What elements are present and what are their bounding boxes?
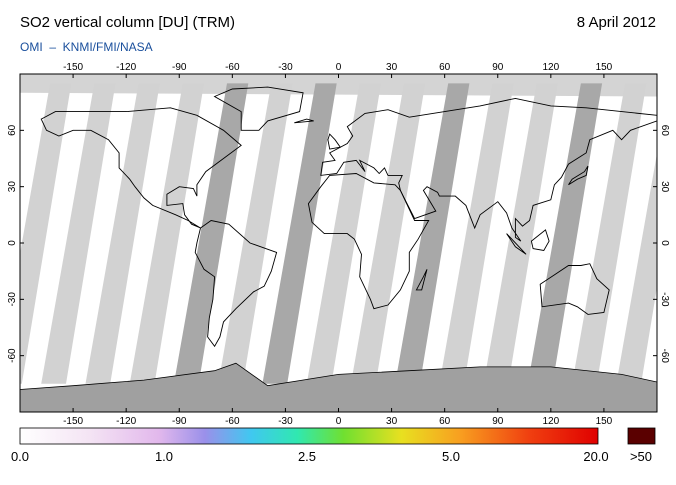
lon-label-top: 0	[336, 62, 342, 73]
lat-label-right: 60	[659, 125, 670, 137]
lon-label-top: -30	[278, 62, 293, 73]
colorbar-label: 5.0	[442, 449, 460, 464]
subtitle: OMI – KNMI/FMI/NASA	[20, 40, 153, 54]
lon-label-bottom: -30	[278, 416, 293, 427]
lon-label-bottom: -90	[172, 416, 187, 427]
lon-label-top: 120	[542, 62, 559, 73]
lat-label-right: 30	[659, 181, 670, 193]
lat-label-left: 0	[7, 240, 18, 246]
lon-label-bottom: 90	[492, 416, 504, 427]
colorbar-label: 1.0	[155, 449, 173, 464]
lon-label-top: 90	[492, 62, 504, 73]
lon-label-bottom: 60	[439, 416, 451, 427]
lat-label-right: -30	[659, 292, 670, 307]
lon-label-top: 30	[386, 62, 398, 73]
lon-label-bottom: -150	[63, 416, 83, 427]
colorbar-label: >50	[630, 449, 652, 464]
lon-label-bottom: -60	[225, 416, 240, 427]
lat-label-left: 30	[7, 181, 18, 193]
colorbar-label: 20.0	[583, 449, 608, 464]
map	[0, 74, 676, 412]
lat-label-left: -60	[7, 348, 18, 363]
lon-label-top: -90	[172, 62, 187, 73]
title: SO2 vertical column [DU] (TRM)	[20, 14, 235, 31]
lat-label-right: 0	[659, 240, 670, 246]
lat-label-left: -30	[7, 292, 18, 307]
lon-label-top: 150	[596, 62, 613, 73]
lon-label-bottom: 120	[542, 416, 559, 427]
lon-label-top: -60	[225, 62, 240, 73]
lon-label-top: 60	[439, 62, 451, 73]
lon-label-bottom: 150	[596, 416, 613, 427]
lon-label-bottom: -120	[116, 416, 136, 427]
lon-label-bottom: 0	[336, 416, 342, 427]
lat-label-right: -60	[659, 348, 670, 363]
lon-label-bottom: 30	[386, 416, 398, 427]
colorbar-label: 0.0	[11, 449, 29, 464]
lat-label-left: 60	[7, 124, 18, 136]
lon-label-top: -120	[116, 62, 136, 73]
lon-label-top: -150	[63, 62, 83, 73]
colorbar-label: 2.5	[298, 449, 316, 464]
colorbar-overflow	[628, 428, 655, 444]
date: 8 April 2012	[577, 14, 656, 31]
colorbar	[20, 428, 598, 444]
